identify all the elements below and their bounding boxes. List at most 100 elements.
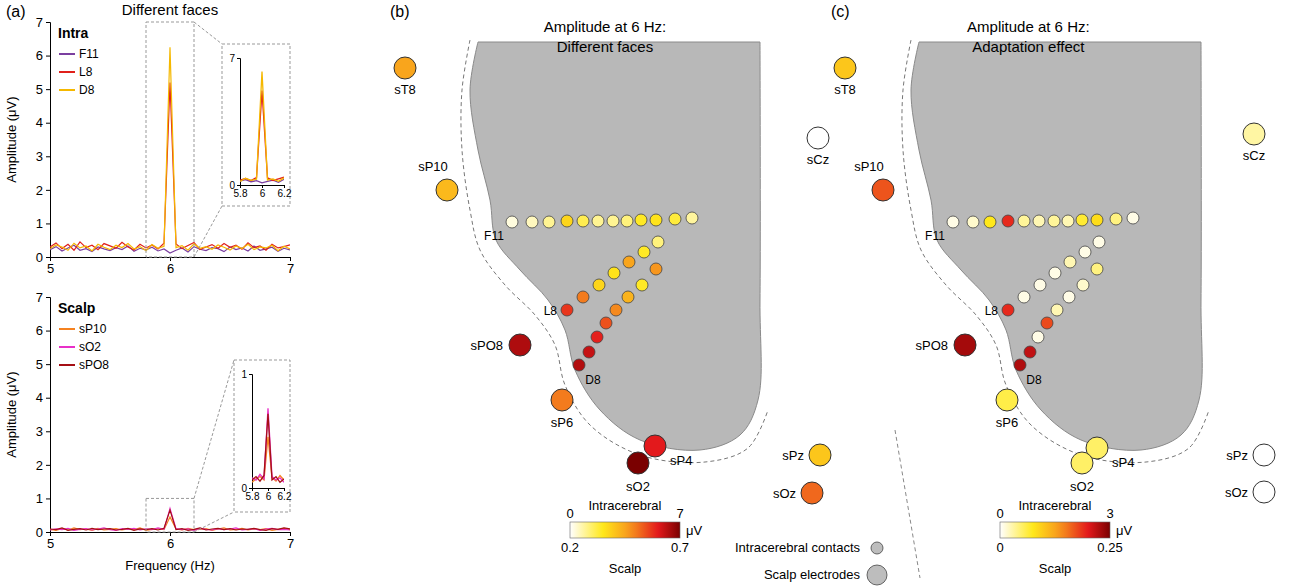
legend-label: sP10 (79, 322, 107, 336)
contact-label: L8 (985, 304, 999, 318)
scalp-electrode (809, 444, 831, 466)
line-chart: 56701234567 (36, 15, 294, 277)
scalp-electrode (872, 179, 894, 201)
tick-label: 6 (36, 323, 43, 338)
tick-label: 7 (287, 536, 294, 551)
contact-label: D8 (585, 373, 601, 387)
tick-label: 3 (36, 424, 43, 439)
legend: F11L8D8 (59, 47, 99, 97)
tick-label: 1 (36, 491, 43, 506)
intracerebral-contact (593, 279, 605, 291)
colorbar (1000, 522, 1110, 538)
contact-label: F11 (484, 229, 504, 243)
series-line (240, 72, 284, 182)
axis: 01234567 (36, 290, 51, 540)
colorbar-tick-label: 3 (1106, 506, 1113, 521)
map-panel: F11L8D8sT8sCzsP10sPO8sP6sP4sO2sPzsOzAmpl… (390, 3, 887, 585)
brain-surface (911, 42, 1202, 450)
tick: 7 (287, 257, 294, 276)
electrode-label: sP4 (670, 453, 692, 468)
intracerebral-contact (583, 346, 595, 358)
zoom-guide (146, 22, 290, 257)
colorbar-title: Intracerebral (589, 498, 662, 513)
tick: 5 (36, 357, 50, 372)
tick: 6 (36, 323, 50, 338)
scalp-electrode (1071, 452, 1093, 474)
axis: 5.8 6 6.2 (234, 185, 292, 199)
panel-subtitle: Intra (58, 25, 89, 41)
axis: 07 (229, 53, 240, 191)
axis-title: Frequency (Hz) (125, 558, 215, 573)
panel-label: (a) (6, 3, 26, 20)
tick-label: 0 (241, 483, 247, 494)
intracerebral-contact (686, 212, 698, 224)
tick-mark (46, 123, 50, 124)
intracerebral-contact (600, 317, 612, 329)
legend-swatch (59, 53, 75, 55)
intracerebral-contact (1077, 279, 1089, 291)
scalp-electrode (551, 389, 573, 411)
series-line (252, 414, 284, 482)
intracerebral-contact (1064, 256, 1076, 268)
colorbar-tick-label: 0 (996, 540, 1003, 555)
tick-label: 5.8 (246, 491, 260, 502)
electrode-label: sCz (807, 152, 829, 167)
legend-swatch (59, 89, 75, 91)
tick-label: 6.2 (278, 188, 292, 199)
contact-label: L8 (544, 304, 558, 318)
scalp-electrode (627, 452, 649, 474)
chart-title: Different faces (122, 1, 218, 18)
panel-subtitle: Scalp (58, 300, 95, 316)
tick-mark (46, 190, 50, 191)
scalp-electrode (1253, 444, 1275, 466)
colorbar-unit: μV (686, 523, 702, 538)
tick-label: 4 (36, 390, 43, 405)
tick-mark (249, 488, 252, 489)
electrode-label: sP10 (418, 159, 448, 174)
tick: 6.2 (278, 185, 292, 199)
electrode-label: sT8 (834, 82, 856, 97)
axis: 01 (241, 369, 252, 494)
axis-line (46, 23, 51, 258)
tick-label: 6 (260, 188, 266, 199)
intracerebral-contact (1127, 212, 1139, 224)
tick: 6.2 (278, 488, 292, 502)
tick-mark (46, 156, 50, 157)
scalp-electrode (954, 334, 976, 356)
colorbar-tick-label: 0.25 (1097, 540, 1122, 555)
axis: 5 6 7 (47, 532, 294, 551)
legend-label: F11 (79, 47, 99, 61)
tick-label: 6 (167, 536, 174, 551)
tick-mark (46, 532, 50, 533)
tick-label: 7 (36, 290, 43, 305)
tick: 3 (36, 424, 50, 439)
colorbar (570, 522, 680, 538)
tick-label: 0 (36, 250, 43, 265)
intracerebral-contact (1002, 304, 1014, 316)
legend-swatch (59, 71, 75, 73)
tick: 1 (36, 491, 50, 506)
colorbar-tick-label: 7 (676, 506, 683, 521)
tick-mark (46, 364, 50, 365)
electrode-label: sCz (1243, 148, 1265, 163)
intracerebral-contact (652, 236, 664, 248)
tick: 2 (36, 183, 50, 198)
tick-label: 5.8 (234, 188, 248, 199)
intracerebral-contact (623, 256, 635, 268)
tick-mark (46, 223, 50, 224)
intracerebral-contact (1024, 346, 1036, 358)
intracerebral-contact (1014, 359, 1026, 371)
tick-mark (46, 56, 50, 57)
zoom-connector (194, 360, 234, 498)
intracerebral-contact (1110, 213, 1122, 225)
scalp-electrode (996, 389, 1018, 411)
electrode-label: sPO8 (915, 338, 948, 353)
tick: 4 (36, 115, 50, 130)
figure: 56701234567(a)Different facesAmplitude (… (0, 0, 1306, 587)
electrode-label: sPz (1226, 448, 1248, 463)
intracerebral-contact (1034, 279, 1046, 291)
zoom-connector (194, 22, 222, 44)
tick-mark (237, 58, 240, 59)
axis-line (46, 298, 51, 533)
tick: 5 (47, 532, 54, 551)
